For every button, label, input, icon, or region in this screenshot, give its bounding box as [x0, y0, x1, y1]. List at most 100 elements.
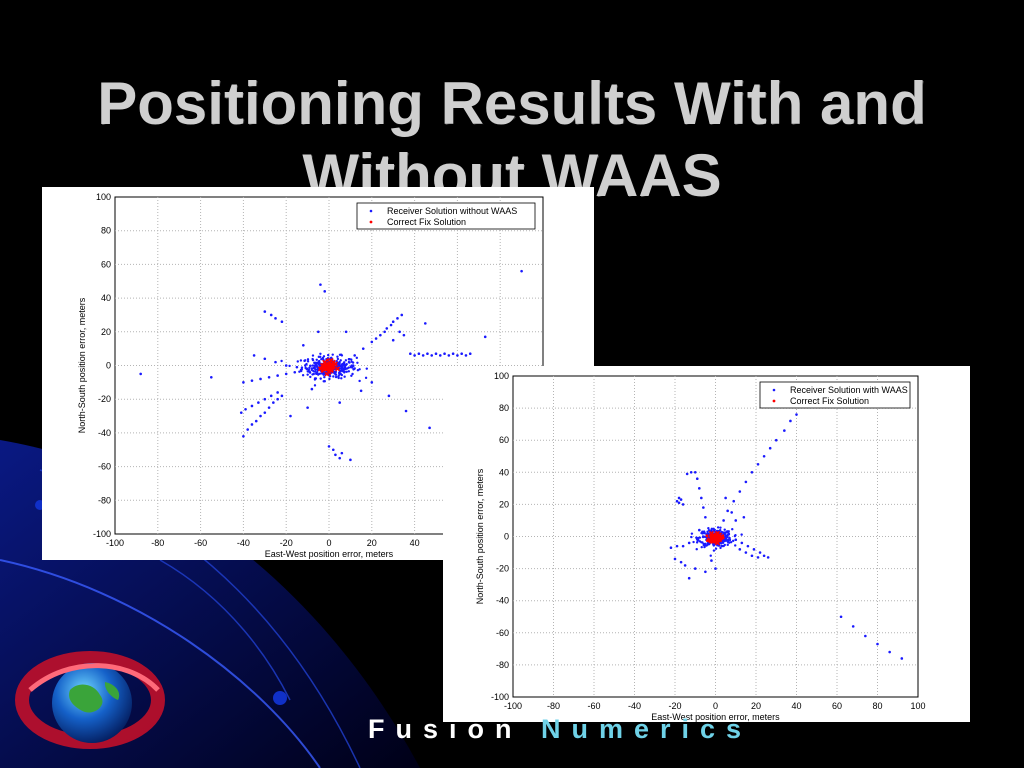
with-y-tick-label: 40: [499, 467, 509, 477]
with-cluster-point: [717, 544, 721, 547]
with-receiver-point: [698, 487, 701, 490]
without-receiver-point: [389, 323, 393, 327]
without-cluster-point: [305, 367, 309, 370]
without-receiver-point: [451, 352, 455, 356]
without-receiver-point: [263, 357, 267, 361]
with-receiver-point: [888, 650, 891, 654]
without-receiver-point: [428, 426, 431, 430]
without-receiver-point: [374, 337, 378, 340]
without-receiver-point: [396, 317, 399, 320]
with-cluster-point: [714, 547, 718, 550]
with-cluster-point: [696, 539, 699, 542]
without-cluster-point: [314, 363, 317, 367]
without-correct-fix-cluster: [328, 368, 332, 372]
without-receiver-point: [447, 354, 451, 357]
with-receiver-point: [756, 462, 760, 466]
with-receiver-point: [681, 544, 685, 548]
with-receiver-point: [677, 501, 681, 505]
with-receiver-point: [679, 560, 683, 564]
without-cluster-point: [314, 361, 317, 365]
without-cluster-point: [308, 370, 311, 373]
without-receiver-point: [306, 406, 309, 409]
chart-with-waas: -100 -80 -60 -40 -20 0 20 40 60 80 100 100 80 60 40 20 0…: [443, 366, 970, 722]
with-receiver-point: [734, 519, 738, 522]
without-cluster-point: [319, 377, 322, 380]
with-receiver-point: [746, 544, 750, 548]
without-cluster-point: [340, 363, 343, 367]
with-x-tick-label: 0: [713, 701, 718, 711]
without-cluster-point: [280, 359, 283, 363]
with-y-axis-label: North-South position error, meters: [475, 468, 485, 604]
without-cluster-point: [350, 374, 353, 377]
without-cluster-point: [322, 380, 325, 383]
brand-word-numerics: Numerics: [541, 714, 753, 744]
with-x-tick-label: 20: [751, 701, 761, 711]
without-cluster-point: [335, 359, 339, 363]
with-receiver-point: [734, 538, 738, 542]
without-receiver-point: [361, 347, 365, 350]
without-receiver-point: [317, 330, 320, 334]
globe-logo-icon: [15, 651, 165, 749]
with-receiver-point: [766, 556, 770, 559]
without-cluster-point: [298, 370, 301, 373]
without-receiver-point: [409, 352, 412, 356]
with-correct-fix-cluster: [717, 538, 721, 542]
without-cluster-point: [313, 384, 317, 387]
slide-title-line-1: Positioning Results With and: [97, 70, 927, 138]
without-y-tick-label: 20: [101, 327, 111, 337]
with-y-tick-label: 0: [504, 532, 509, 542]
without-receiver-point: [269, 394, 273, 398]
with-cluster-point: [707, 527, 710, 530]
with-cluster-point: [720, 544, 723, 548]
with-receiver-point: [704, 515, 707, 519]
without-cluster-point: [310, 368, 313, 372]
with-receiver-point: [673, 557, 677, 561]
with-receiver-point: [795, 413, 798, 416]
with-y-tick-label: 100: [494, 371, 509, 381]
without-receiver-point: [426, 352, 429, 356]
with-x-tick-label: -80: [547, 701, 560, 711]
with-receiver-point: [744, 551, 748, 554]
with-receiver-point: [744, 480, 748, 484]
without-cluster-point: [344, 363, 347, 367]
with-cluster-point: [710, 527, 714, 531]
without-cluster-point: [340, 373, 344, 377]
without-cluster-point: [300, 368, 304, 371]
without-cluster-point: [288, 364, 291, 368]
without-x-tick-label: -40: [237, 538, 250, 548]
without-receiver-point: [327, 445, 331, 448]
without-correct-fix-cluster: [325, 364, 329, 368]
without-cluster-point: [353, 367, 356, 371]
without-correct-fix-cluster: [330, 367, 334, 371]
without-receiver-point: [323, 290, 327, 293]
with-receiver-point: [669, 546, 673, 550]
without-receiver-point: [289, 414, 292, 418]
without-correct-fix-point: [334, 366, 341, 372]
without-receiver-point: [242, 381, 245, 384]
without-x-tick-label: 40: [410, 538, 420, 548]
with-y-tick-label: 80: [499, 403, 509, 413]
with-y-tick-label: -40: [496, 596, 509, 606]
without-cluster-point: [349, 365, 353, 368]
without-correct-fix-cluster: [326, 366, 330, 370]
without-cluster-point: [306, 358, 310, 361]
without-x-tick-label: 0: [326, 538, 331, 548]
with-legend-label-receiver: Receiver Solution with WAAS: [790, 385, 908, 395]
without-cluster-point: [306, 373, 309, 376]
with-y-tick-label: -20: [496, 564, 509, 574]
with-receiver-point: [756, 556, 760, 559]
with-y-tick-label: -100: [491, 692, 509, 702]
without-receiver-point: [252, 354, 256, 357]
without-cluster-point: [364, 376, 368, 380]
without-receiver-point: [464, 354, 468, 357]
without-legend-marker-receiver: [369, 209, 373, 213]
without-y-tick-label: 80: [101, 226, 111, 236]
without-cluster-point: [340, 369, 344, 372]
without-receiver-point: [421, 354, 425, 357]
without-receiver-point: [284, 364, 288, 367]
without-cluster-point: [337, 375, 340, 378]
with-receiver-point: [783, 429, 786, 432]
with-x-tick-label: -60: [587, 701, 600, 711]
